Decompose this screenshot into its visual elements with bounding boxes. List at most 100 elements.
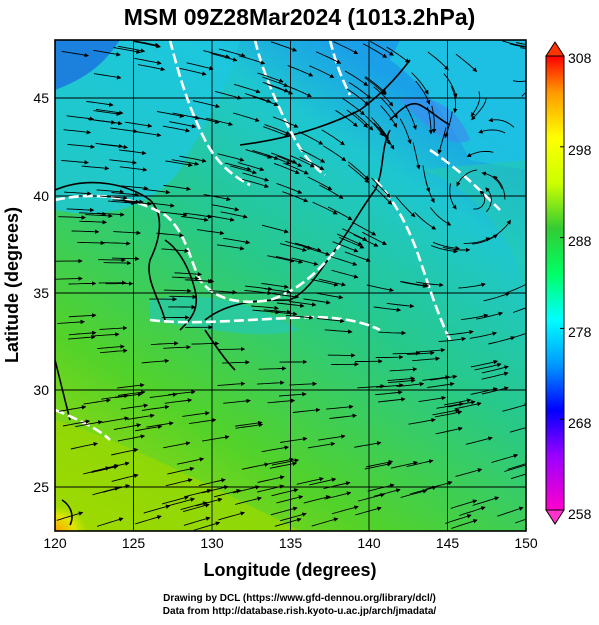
streamline: [470, 359, 499, 368]
streamline: [174, 272, 203, 277]
streamline: [93, 110, 121, 117]
streamline: [371, 117, 389, 140]
streamline: [483, 292, 511, 302]
streamline: [401, 281, 430, 288]
streamline: [332, 241, 359, 253]
streamline: [378, 330, 407, 336]
streamline: [68, 330, 97, 336]
streamline: [344, 251, 371, 262]
streamline: [102, 461, 130, 470]
streamline: [279, 512, 307, 522]
streamline: [157, 111, 185, 119]
streamline: [160, 211, 188, 217]
streamline: [119, 166, 148, 172]
streamline: [418, 395, 447, 403]
streamline: [287, 65, 314, 77]
streamline: [275, 255, 304, 264]
colorbar-tick-label: 298: [568, 142, 592, 158]
streamline: [422, 375, 450, 381]
streamline: [444, 398, 472, 406]
streamline: [165, 160, 193, 167]
streamline: [58, 405, 87, 412]
streamline: [509, 427, 526, 433]
streamline: [103, 260, 132, 266]
streamline: [192, 100, 221, 109]
streamline: [450, 499, 478, 509]
y-tick-label: 45: [33, 90, 49, 106]
streamline: [465, 436, 493, 445]
streamline: [214, 90, 242, 100]
streamline: [186, 62, 214, 71]
streamline: [182, 503, 210, 513]
streamline: [61, 160, 89, 165]
streamline: [68, 281, 97, 286]
streamline: [97, 344, 125, 350]
x-tick-label: 145: [436, 535, 460, 551]
streamline: [251, 305, 279, 311]
streamline: [81, 165, 110, 171]
streamline: [282, 191, 309, 203]
colorbar-tick-label: 308: [568, 50, 592, 66]
streamline: [392, 350, 421, 356]
streamline: [369, 41, 394, 56]
streamline: [241, 462, 270, 470]
streamline: [99, 325, 128, 331]
streamline: [324, 329, 353, 334]
streamline: [344, 70, 369, 87]
streamline: [233, 83, 261, 94]
streamline: [510, 473, 526, 480]
streamline: [258, 366, 287, 371]
streamline: [271, 458, 300, 466]
streamline: [459, 506, 486, 516]
streamline: [274, 517, 302, 527]
streamline: [270, 41, 298, 52]
x-tick-label: 150: [514, 535, 538, 551]
streamline: [113, 423, 142, 430]
streamline: [289, 381, 318, 387]
streamline: [425, 480, 453, 490]
streamline: [276, 302, 305, 308]
streamline: [217, 381, 246, 386]
streamline: [417, 347, 446, 353]
streamline: [245, 149, 273, 159]
streamline: [309, 477, 337, 486]
colorbar-tick-label: 278: [568, 324, 592, 340]
streamline: [379, 96, 398, 119]
streamline: [111, 473, 139, 482]
streamline: [230, 165, 258, 175]
streamline: [75, 420, 103, 428]
streamline: [147, 202, 175, 208]
streamline: [288, 301, 317, 307]
streamline: [333, 41, 359, 54]
streamline: [100, 143, 129, 150]
streamline: [436, 401, 464, 409]
streamline: [427, 381, 455, 388]
y-tick-label: 35: [33, 285, 49, 301]
streamline: [386, 302, 415, 309]
streamline: [261, 224, 289, 234]
streamline: [362, 43, 388, 58]
streamline: [101, 416, 130, 423]
streamline: [438, 336, 467, 343]
streamline: [168, 497, 196, 507]
streamline: [371, 177, 391, 199]
streamline: [296, 477, 324, 485]
streamline: [118, 390, 146, 396]
streamline: [361, 231, 387, 245]
streamline: [456, 169, 478, 187]
streamline: [181, 216, 209, 222]
streamline: [56, 511, 84, 521]
streamline: [338, 236, 365, 249]
streamline: [276, 155, 303, 167]
streamline: [414, 211, 437, 230]
streamline: [67, 143, 96, 149]
streamline: [116, 199, 144, 205]
colorbar-max-triangle: [545, 41, 565, 57]
streamline: [507, 463, 526, 470]
streamline: [276, 182, 303, 194]
streamline: [133, 41, 161, 49]
streamline: [307, 441, 336, 449]
streamline: [432, 241, 460, 251]
streamline: [303, 495, 331, 504]
streamline: [520, 47, 526, 50]
